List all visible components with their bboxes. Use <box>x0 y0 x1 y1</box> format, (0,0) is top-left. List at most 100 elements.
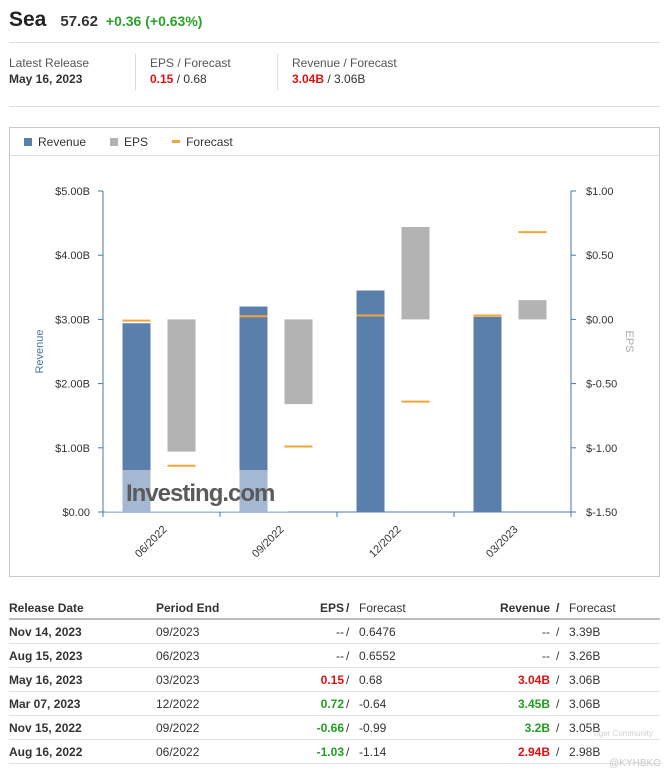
legend-revenue[interactable]: Revenue <box>24 135 86 149</box>
legend-forecast-label: Forecast <box>186 134 233 149</box>
eps-forecast-label: EPS / Forecast <box>150 56 231 70</box>
revenue-value: 3.2B <box>524 721 550 735</box>
table-row: Aug 16, 2022 06/2022 -1.03/-1.14 2.94B/2.98… <box>9 740 660 764</box>
latest-release-date: May 16, 2023 <box>9 72 83 86</box>
separator: / <box>346 697 350 711</box>
revenue-value: 3.45B <box>517 697 550 711</box>
col-eps[interactable]: EPS <box>319 601 344 615</box>
separator: / <box>556 721 560 735</box>
eps-bar <box>518 300 547 320</box>
revenue-value: -- <box>542 625 550 639</box>
separator: / <box>556 625 560 639</box>
latest-release-label: Latest Release <box>9 56 90 70</box>
revenue-bar <box>356 290 385 512</box>
release-date: Aug 16, 2022 <box>9 745 83 759</box>
col-eps-forecast[interactable]: Forecast <box>359 601 406 615</box>
left-tick-label: $0.00 <box>62 507 90 519</box>
chart-plot: $0.00 $1.00B $2.00B $3.00B $4.00B $5.00B $-1.5… <box>34 186 635 560</box>
col-revenue-forecast[interactable]: Forecast <box>569 601 616 615</box>
release-date: Mar 07, 2023 <box>9 697 81 711</box>
revenue-value: -- <box>542 649 550 663</box>
summary-divider <box>135 54 136 90</box>
col-revenue[interactable]: Revenue <box>499 601 550 615</box>
eps-bar <box>284 319 313 405</box>
eps-value: -- <box>336 625 344 639</box>
revenue-forecast-value: 3.06B <box>569 697 601 711</box>
left-tick-label: $5.00B <box>55 186 90 198</box>
period-end: 06/2022 <box>156 745 200 759</box>
eps-forecast-value: 0.68 <box>359 673 383 687</box>
separator: / <box>556 745 560 759</box>
table-row: May 16, 2023 03/2023 0.15/0.68 3.04B/3.06B <box>9 668 660 692</box>
chart-labels: $0.00 $1.00B $2.00B $3.00B $4.00B $5.00B $-1.5… <box>34 186 635 560</box>
revenue-bar <box>473 316 502 512</box>
col-separator: / <box>556 601 560 615</box>
eps-value: 0.72 <box>320 697 344 711</box>
eps-value: -0.66 <box>316 721 344 735</box>
revenue-forecast-block: Revenue / Forecast 3.04B / 3.06B <box>292 56 397 86</box>
period-end: 06/2023 <box>156 649 200 663</box>
revenue-forecast-value: 2.98B <box>569 745 601 759</box>
table-row: Nov 15, 2022 09/2022 -0.66/-0.99 3.2B/3.05B <box>9 716 660 740</box>
revenue-bar <box>122 323 151 512</box>
eps-forecast-value: 0.6476 <box>359 625 396 639</box>
y2-axis-title: EPS <box>623 330 635 352</box>
table-row: Aug 15, 2023 06/2023 --/0.6552 --/3.26B <box>9 644 660 668</box>
table-row: Nov 14, 2023 09/2023 --/0.6476 --/3.39B <box>9 620 660 644</box>
right-tick-label: $-0.50 <box>586 379 617 391</box>
col-separator: / <box>346 601 350 615</box>
eps-forecast: / 0.68 <box>173 72 207 86</box>
eps-value: -1.03 <box>316 745 344 759</box>
eps-forecast-value: -0.64 <box>359 697 387 711</box>
eps-forecast-value: -0.99 <box>359 721 387 735</box>
earnings-chart: Revenue EPS Forecast $0.00 $1.00B $2.00B $3… <box>9 127 660 577</box>
chart-bars <box>105 226 547 512</box>
right-tick-label: $1.00 <box>586 186 614 198</box>
summary-divider-bottom <box>9 106 660 107</box>
chart-legend: Revenue EPS Forecast <box>10 128 659 156</box>
legend-forecast[interactable]: Forecast <box>172 135 233 149</box>
col-release-date[interactable]: Release Date <box>9 601 84 615</box>
quote-header: Sea 57.62 +0.36 (+0.63%) <box>9 8 202 34</box>
revenue-forecast: / 3.06B <box>324 72 366 86</box>
forecast-swatch <box>172 140 181 143</box>
x-tick-label: 06/2022 <box>133 524 170 561</box>
y-axis-title: Revenue <box>34 329 46 373</box>
x-tick-label: 09/2022 <box>250 524 287 561</box>
separator: / <box>556 673 560 687</box>
eps-actual: 0.15 <box>150 72 174 86</box>
revenue-bar <box>239 306 268 512</box>
earnings-table: Release Date Period End EPS / Forecast R… <box>9 596 660 764</box>
eps-bar <box>167 319 196 452</box>
revenue-actual: 3.04B <box>292 72 325 86</box>
eps-swatch <box>110 137 119 146</box>
ticker-symbol[interactable]: Sea <box>9 8 47 31</box>
legend-revenue-label: Revenue <box>38 134 87 149</box>
left-tick-label: $2.00B <box>55 379 90 391</box>
separator: / <box>346 673 350 687</box>
revenue-forecast-value: 3.05B <box>569 721 601 735</box>
col-period-end[interactable]: Period End <box>156 601 220 615</box>
header-divider <box>9 42 660 43</box>
release-date: Nov 14, 2023 <box>9 625 82 639</box>
revenue-forecast-value: 3.39B <box>569 625 601 639</box>
eps-value: 0.15 <box>320 673 344 687</box>
revenue-swatch <box>24 137 32 146</box>
left-tick-label: $4.00B <box>55 250 90 262</box>
period-end: 12/2022 <box>156 697 200 711</box>
table-body: Nov 14, 2023 09/2023 --/0.6476 --/3.39B Aug … <box>9 620 660 764</box>
right-tick-label: $-1.50 <box>586 507 617 519</box>
release-date: May 16, 2023 <box>9 673 83 687</box>
x-tick-label: 03/2023 <box>484 524 521 561</box>
period-end: 09/2022 <box>156 721 200 735</box>
separator: / <box>346 649 350 663</box>
table-header: Release Date Period End EPS / Forecast R… <box>9 596 660 620</box>
legend-eps[interactable]: EPS <box>110 135 148 149</box>
period-end: 09/2023 <box>156 625 200 639</box>
eps-forecast-block: EPS / Forecast 0.15 / 0.68 <box>150 56 231 86</box>
eps-forecast-value: 0.6552 <box>359 649 396 663</box>
last-price: 57.62 <box>60 13 98 30</box>
latest-release-block: Latest Release May 16, 2023 <box>9 56 89 86</box>
right-tick-label: $0.00 <box>586 314 614 326</box>
separator: / <box>556 697 560 711</box>
